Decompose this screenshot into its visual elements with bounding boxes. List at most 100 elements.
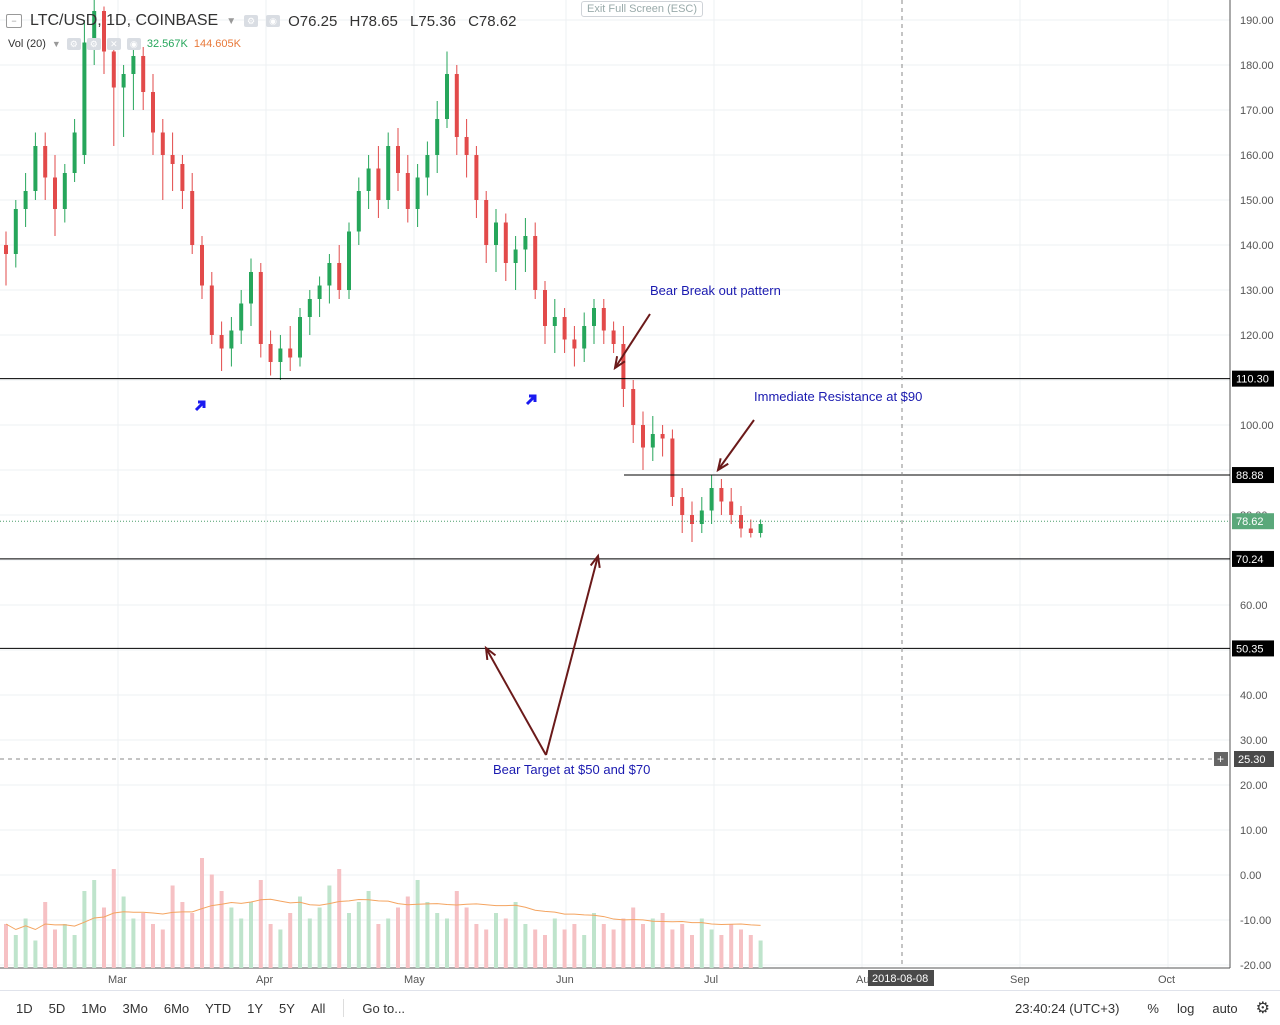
volume-bar [435,913,440,968]
candle-body [739,515,743,529]
candle-body [513,249,518,263]
auto-toggle[interactable]: auto [1212,1000,1238,1016]
candle-body [552,317,557,326]
goto-button[interactable]: Go to... [362,1000,406,1016]
volume-bar [53,929,57,968]
timeframe-6mo[interactable]: 6Mo [163,1000,190,1016]
candle-body [572,339,577,349]
volume-bar [641,924,645,968]
candle-body [160,132,165,155]
settings-icon[interactable]: ⚙ [86,38,101,50]
price-tick-label: 190.00 [1240,15,1274,27]
volume-label[interactable]: Vol (20) [8,38,46,50]
chevron-down-icon[interactable]: ▼ [226,15,237,27]
candle-body [337,263,342,290]
eye-icon[interactable]: ◉ [266,15,281,27]
add-level-button[interactable] [1214,752,1228,766]
price-chart[interactable]: 190.00 180.00 170.00 160.00 150.00 140.00 130.… [0,0,1280,990]
candle-body [258,272,263,344]
gear-icon[interactable]: ⚙ [1255,1000,1270,1017]
timeframe-1y[interactable]: 1Y [247,1000,264,1016]
volume-bar [739,929,743,968]
volume-bar [670,929,675,968]
timeframe-1d[interactable]: 1D [16,1000,33,1016]
plus-icon: + [1217,752,1224,766]
candle-body [543,290,547,326]
volume-bar [170,885,175,968]
volume-bar [317,907,322,968]
price-tick-label: 40.00 [1240,690,1268,702]
candle-body [533,236,538,290]
settings-icon[interactable]: ⚙ [244,15,259,27]
annotation-arrow-head [484,645,497,661]
volume-bar [484,929,489,968]
timeframe-3mo[interactable]: 3Mo [122,1000,148,1016]
candle-body [748,528,753,533]
candle-body [151,92,155,133]
volume-bar [523,924,528,968]
candle-body [445,74,449,119]
volume-bar [92,880,97,968]
time-tick-label: Au [856,974,869,986]
annotation-arrow [545,555,599,756]
price-tick-label: 140.00 [1240,240,1274,252]
candle-body [396,146,400,173]
candle-body [356,191,361,232]
volume-bar [62,924,67,968]
timeframe-1mo[interactable]: 1Mo [81,1000,107,1016]
time-tick-label: Sep [1010,974,1030,986]
volume-bar [43,902,48,968]
time-tick-label: Jun [556,974,574,986]
volume-header: Vol (20) ▼ ⚙ ⚙ ✕ ◉ 32.567K 144.605K [8,38,241,50]
candle-body [582,326,587,349]
candle-body [415,177,420,209]
log-toggle[interactable]: log [1176,1000,1195,1016]
timeframe-5d[interactable]: 5D [48,1000,66,1016]
candle-body [268,344,273,362]
volume-bar [425,902,430,968]
time-tick-label: May [404,974,425,986]
last-price-label: 78.62 [1236,516,1264,528]
percent-toggle[interactable]: % [1147,1000,1159,1016]
volume-bar [219,891,224,968]
candle-body [562,317,567,340]
close-icon[interactable]: ✕ [106,38,121,50]
settings-icon[interactable]: ⚙ [66,38,81,50]
level-price-label: 70.24 [1236,554,1264,566]
candle-body [141,56,146,92]
collapse-icon[interactable]: − [6,14,22,28]
exit-fullscreen-button[interactable]: Exit Full Screen (ESC) [581,1,704,17]
price-tick-label: 170.00 [1240,105,1274,117]
annotation-arrow-head [613,356,626,371]
candle-body [278,348,283,362]
candle-body [111,51,116,88]
candle-body [464,137,469,155]
candle-body [317,285,322,299]
volume-bar [719,935,724,968]
candle-body [4,245,8,254]
timeframe-5y[interactable]: 5Y [279,1000,295,1016]
candle-body [660,434,665,439]
crosshair-price-tag [1234,751,1274,767]
eye-icon[interactable]: ◉ [126,38,141,50]
timeframe-ytd[interactable]: YTD [205,1000,232,1016]
volume-bar [376,924,381,968]
candle-body [494,222,498,245]
volume-bar [229,907,234,968]
candle-body [13,209,18,254]
volume-bar [72,935,77,968]
annotation-text: Bear Target at $50 and $70 [493,762,650,777]
low-value: L75.36 [410,12,456,30]
volume-bar [278,929,283,968]
chevron-down-icon[interactable]: ▼ [51,39,61,49]
volume-bar [249,902,253,968]
volume-bar [513,902,518,968]
candle-body [347,231,351,290]
volume-bar [709,929,714,968]
candle-body [631,389,636,425]
timeframe-all[interactable]: All [310,1000,326,1016]
price-tick-label: 150.00 [1240,195,1274,207]
symbol-label[interactable]: LTC/USD, 1D, COINBASE [30,12,219,29]
volume-bar [445,918,449,968]
price-tick-label: 160.00 [1240,150,1274,162]
